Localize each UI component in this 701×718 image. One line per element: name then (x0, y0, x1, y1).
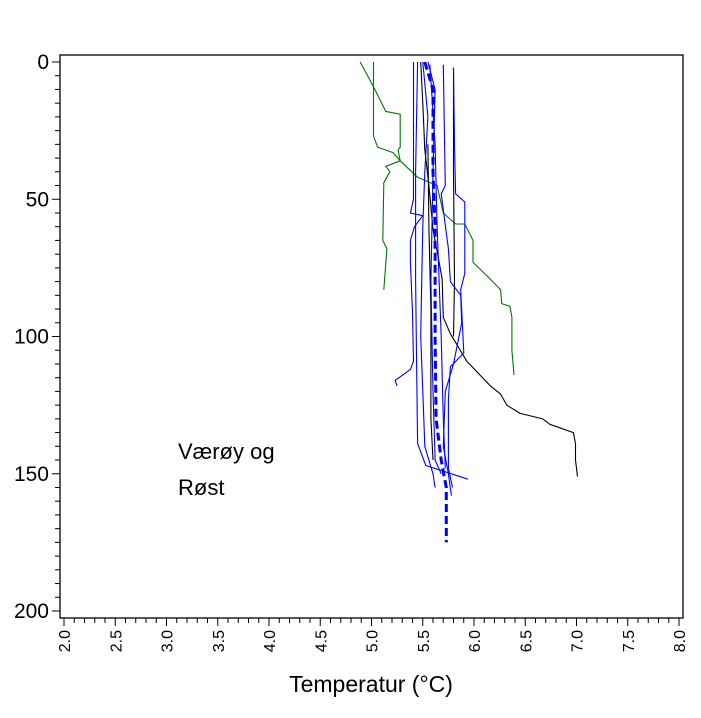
profile-line-black-2 (452, 67, 456, 337)
profile-line-blue-2 (415, 61, 469, 480)
y-axis: 0 50 100 150 200 (14, 51, 60, 623)
profile-line-blue-3 (447, 67, 466, 488)
x-tick-label: 3.5 (211, 630, 228, 652)
profile-line-blue-5 (420, 61, 436, 488)
x-axis: 2.0 2.5 3.0 3.5 4.0 4.5 5.0 5.5 6.0 6.5 7.0 7.5 8.0 (57, 618, 689, 652)
annotation-line-2: Røst (178, 475, 224, 500)
x-axis-label: Temperatur (°C) (289, 671, 453, 697)
y-tick-label: 50 (26, 188, 49, 211)
y-tick-label: 100 (14, 326, 49, 349)
plot-frame (59, 54, 684, 619)
y-tick-label: 150 (14, 463, 49, 486)
x-tick-label: 5.5 (416, 630, 433, 652)
y-tick-label: 200 (14, 600, 49, 623)
x-tick-label: 7.5 (621, 630, 638, 652)
x-tick-label: 7.0 (570, 630, 587, 652)
x-tick-label: 4.0 (262, 630, 279, 652)
series-group (359, 61, 579, 543)
profile-line-blue-7 (429, 64, 446, 469)
profile-line-blue-6 (427, 61, 442, 475)
x-tick-label: 5.0 (365, 630, 382, 652)
x-tick-label: 6.0 (467, 630, 484, 652)
x-tick-label: 8.0 (672, 630, 689, 652)
x-tick-label: 2.5 (108, 630, 125, 652)
annotation-line-1: Værøy og (178, 439, 275, 464)
x-tick-label: 3.0 (160, 630, 177, 652)
x-tick-label: 4.5 (313, 630, 330, 652)
x-tick-label: 2.0 (57, 630, 74, 652)
x-tick-label: 6.5 (518, 630, 535, 652)
profile-line-blue-1 (394, 62, 424, 387)
profile-line-green-1 (359, 61, 401, 290)
y-tick-label: 0 (37, 51, 49, 74)
